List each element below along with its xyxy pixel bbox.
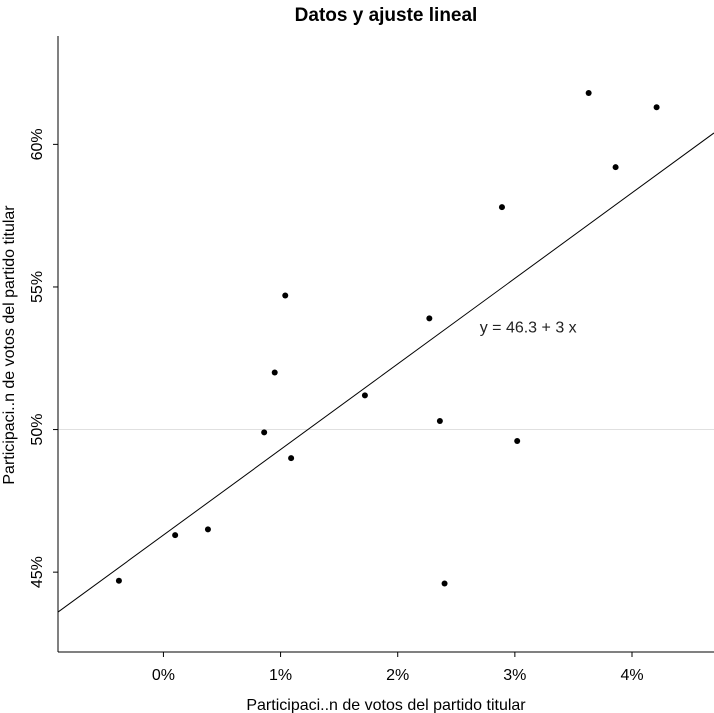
- x-tick-label: 4%: [620, 667, 643, 684]
- data-point: [172, 532, 179, 539]
- data-point: [204, 526, 211, 533]
- x-tick-label: 0%: [152, 667, 175, 684]
- data-point: [585, 90, 592, 97]
- x-axis-label: Participaci..n de votos del partido titu…: [246, 697, 526, 713]
- y-tick-label: 55%: [29, 271, 46, 303]
- x-tick-label: 2%: [386, 667, 409, 684]
- data-point: [282, 292, 289, 299]
- y-axis-label: Participaci..n de votos del partido titu…: [1, 205, 18, 485]
- data-point: [115, 577, 122, 584]
- chart-title: Datos y ajuste lineal: [295, 5, 478, 26]
- data-point: [361, 392, 368, 399]
- data-point: [514, 437, 521, 444]
- data-point: [288, 455, 295, 462]
- data-point: [653, 104, 660, 111]
- plot-area: 0% 1% 2% 3% 4% 45% 50% 55% 60% y = 46.3 + 3 x: [29, 36, 714, 684]
- fit-equation: y = 46.3 + 3 x: [480, 320, 577, 337]
- data-point: [498, 204, 505, 211]
- x-tick-label: 3%: [503, 667, 526, 684]
- y-tick-label: 45%: [29, 556, 46, 588]
- x-tick-label: 1%: [269, 667, 292, 684]
- y-tick-label: 50%: [29, 414, 46, 446]
- data-point: [612, 164, 619, 171]
- data-point: [441, 580, 448, 587]
- data-point: [426, 315, 433, 322]
- data-point: [261, 429, 268, 436]
- y-tick-label: 60%: [29, 128, 46, 160]
- data-point: [436, 418, 443, 424]
- data-point: [271, 369, 278, 376]
- fit-line: [57, 132, 714, 613]
